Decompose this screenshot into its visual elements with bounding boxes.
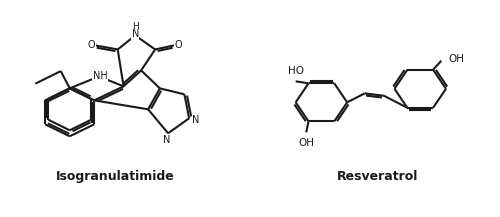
- Text: NH: NH: [93, 71, 108, 81]
- Text: HO: HO: [288, 66, 304, 76]
- Text: O: O: [88, 40, 95, 50]
- Text: OH: OH: [448, 54, 464, 64]
- Text: N: N: [163, 135, 170, 145]
- Text: N: N: [132, 30, 139, 39]
- Text: N: N: [192, 115, 200, 125]
- Text: Resveratrol: Resveratrol: [337, 170, 418, 183]
- Text: H: H: [132, 22, 138, 31]
- Text: OH: OH: [298, 138, 314, 148]
- Text: O: O: [174, 40, 182, 50]
- Text: Isogranulatimide: Isogranulatimide: [56, 170, 174, 183]
